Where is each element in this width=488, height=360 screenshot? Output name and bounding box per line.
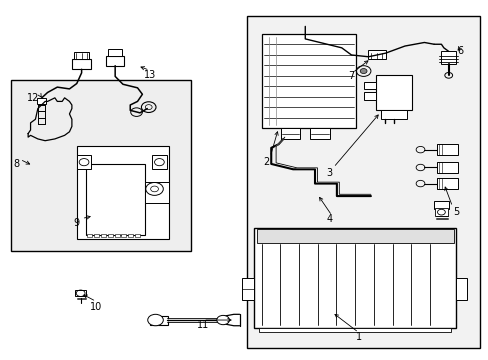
Bar bbox=[436, 144, 458, 155]
Bar bbox=[121, 234, 126, 237]
Text: 1: 1 bbox=[355, 332, 361, 342]
Bar bbox=[441, 51, 455, 64]
Text: 7: 7 bbox=[347, 71, 354, 81]
Bar bbox=[281, 128, 300, 139]
Bar bbox=[246, 16, 479, 348]
Bar bbox=[256, 229, 453, 243]
Text: 8: 8 bbox=[13, 159, 19, 169]
Bar bbox=[242, 278, 254, 300]
Bar bbox=[75, 291, 86, 296]
Bar bbox=[115, 234, 119, 237]
Text: 9: 9 bbox=[74, 218, 80, 228]
Bar bbox=[77, 155, 91, 169]
Bar bbox=[434, 208, 447, 216]
Bar bbox=[309, 128, 329, 139]
Bar bbox=[152, 155, 166, 169]
Text: 5: 5 bbox=[452, 207, 458, 217]
Text: 13: 13 bbox=[143, 69, 156, 80]
Text: 6: 6 bbox=[457, 46, 463, 57]
Bar bbox=[254, 228, 455, 328]
Bar bbox=[106, 56, 124, 66]
Circle shape bbox=[360, 68, 366, 73]
Bar bbox=[87, 234, 92, 237]
Bar bbox=[77, 146, 169, 239]
Bar bbox=[108, 234, 113, 237]
Bar bbox=[433, 202, 448, 208]
Bar bbox=[72, 59, 91, 69]
Bar bbox=[144, 182, 169, 203]
Circle shape bbox=[216, 315, 229, 325]
Bar bbox=[135, 234, 140, 237]
Text: 11: 11 bbox=[197, 320, 209, 330]
Bar bbox=[261, 33, 356, 128]
Text: 3: 3 bbox=[326, 168, 332, 178]
Text: 10: 10 bbox=[90, 302, 102, 312]
Bar bbox=[94, 234, 99, 237]
Bar bbox=[86, 164, 144, 235]
Bar bbox=[380, 111, 407, 119]
Bar bbox=[37, 98, 46, 104]
Bar bbox=[11, 80, 191, 251]
Bar bbox=[108, 49, 122, 56]
Bar bbox=[74, 52, 89, 59]
Bar bbox=[101, 234, 106, 237]
Bar bbox=[363, 82, 375, 89]
Bar bbox=[375, 75, 411, 111]
Text: 2: 2 bbox=[263, 157, 269, 167]
Text: 4: 4 bbox=[326, 214, 332, 224]
Text: 12: 12 bbox=[27, 93, 39, 103]
Bar bbox=[436, 162, 458, 173]
Bar bbox=[259, 328, 450, 332]
Bar bbox=[149, 316, 168, 325]
Bar bbox=[363, 93, 375, 100]
Bar bbox=[128, 234, 133, 237]
Bar bbox=[436, 178, 458, 189]
Circle shape bbox=[147, 314, 163, 326]
Bar bbox=[455, 278, 466, 300]
Bar bbox=[368, 50, 385, 59]
